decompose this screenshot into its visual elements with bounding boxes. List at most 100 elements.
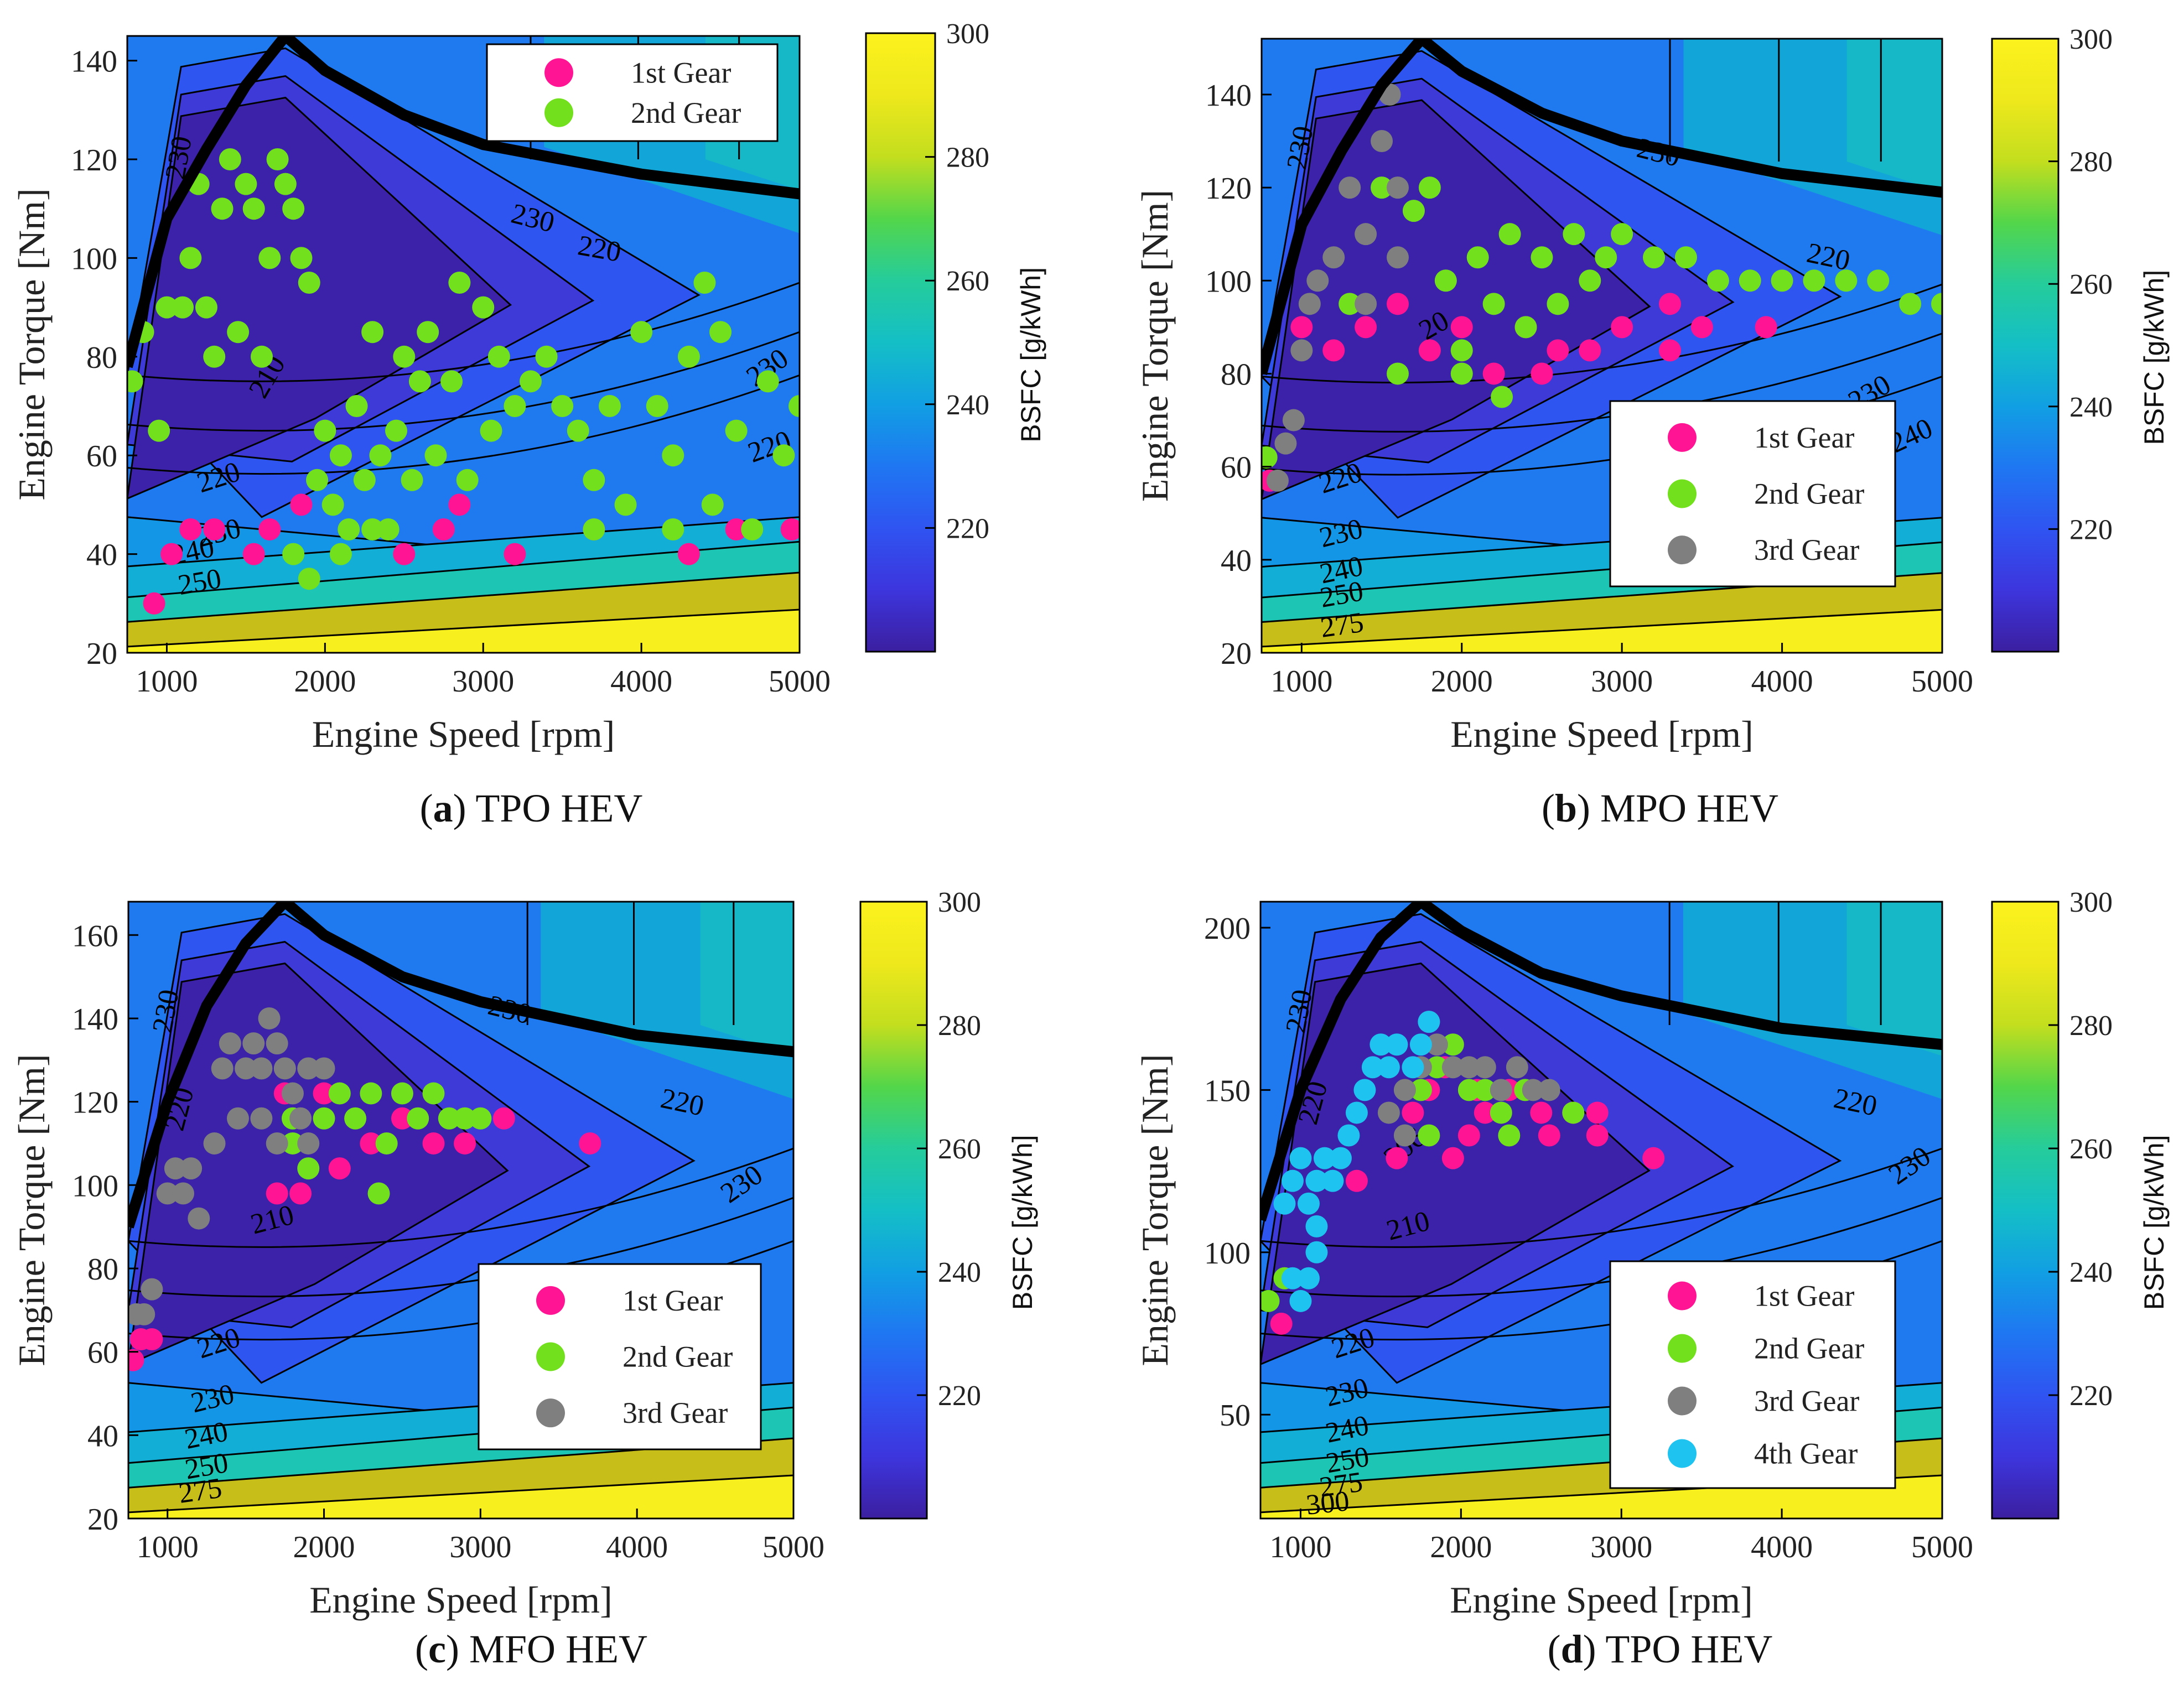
chart-b-point-gear2 bbox=[1803, 269, 1825, 292]
chart-c-plot-frame bbox=[127, 901, 795, 1520]
chart-b-caption-text: MPO HEV bbox=[1600, 786, 1779, 830]
chart-a-point-gear2 bbox=[329, 444, 352, 467]
chart-b-point-gear3 bbox=[1339, 176, 1361, 199]
chart-a-point-gear2 bbox=[788, 395, 800, 417]
chart-a-point-gear2 bbox=[203, 345, 226, 368]
chart-d-point-gear4 bbox=[1418, 1011, 1440, 1033]
chart-c-point-gear1 bbox=[422, 1132, 445, 1155]
chart-a-point-gear2 bbox=[583, 469, 605, 491]
chart-a-point-gear2 bbox=[369, 444, 392, 467]
chart-d-legend-label-1: 1st Gear bbox=[1754, 1280, 1854, 1313]
chart-d-point-gear2 bbox=[1457, 1079, 1480, 1101]
chart-d-point-gear1 bbox=[1642, 1147, 1665, 1169]
chart-b-colorbar-tick-label: 300 bbox=[2069, 24, 2113, 55]
chart-c-colorbar bbox=[859, 901, 928, 1520]
chart-a-point-gear2 bbox=[321, 493, 344, 516]
chart-a-xtick-label: 1000 bbox=[136, 664, 198, 699]
chart-d-point-gear2 bbox=[1418, 1124, 1440, 1147]
chart-c-point-gear2 bbox=[438, 1107, 460, 1130]
chart-c-series-1 bbox=[128, 1082, 601, 1371]
chart-c-ytick-label: 120 bbox=[72, 1086, 118, 1120]
chart-c-colorbar-label: BSFC [g/kWh] bbox=[1007, 1135, 1038, 1310]
chart-d-point-gear3 bbox=[1490, 1079, 1512, 1101]
chart-d-legend-label-3: 3rd Gear bbox=[1754, 1385, 1859, 1418]
chart-b-ylabel: Engine Torque [Nm] bbox=[1134, 190, 1176, 502]
chart-a-point-gear2 bbox=[377, 518, 400, 540]
chart-b-colorbar-label: BSFC [g/kWh] bbox=[2139, 270, 2170, 445]
chart-a-ytick-label: 80 bbox=[86, 341, 117, 375]
chart-a-point-gear2 bbox=[345, 395, 368, 417]
chart-b-point-gear2 bbox=[1595, 246, 1617, 269]
chart-d-point-gear1 bbox=[1474, 1101, 1496, 1124]
chart-a-ytick-label: 40 bbox=[86, 538, 117, 573]
chart-c-point-gear1 bbox=[360, 1132, 382, 1155]
chart-b-xlabel: Engine Speed [rpm] bbox=[1450, 713, 1754, 755]
chart-b-point-gear2 bbox=[1531, 246, 1553, 269]
chart-c-ytick-label: 20 bbox=[87, 1502, 118, 1537]
chart-b-point-gear3 bbox=[1274, 432, 1297, 455]
chart-d-legend-marker-1 bbox=[1668, 1281, 1697, 1311]
chart-b-point-gear2 bbox=[1339, 293, 1361, 315]
chart-a-point-gear2 bbox=[393, 345, 416, 368]
chart-d-point-gear2 bbox=[1498, 1124, 1521, 1147]
chart-a-xtick-label: 4000 bbox=[610, 664, 672, 699]
chart-b-point-gear3 bbox=[1298, 293, 1321, 315]
chart-d-point-gear1 bbox=[1270, 1312, 1293, 1335]
chart-d-xlabel: Engine Speed [rpm] bbox=[1450, 1579, 1753, 1621]
chart-a-series-2 bbox=[127, 148, 800, 590]
chart-c-point-gear3 bbox=[164, 1157, 186, 1180]
chart-c-point-gear1 bbox=[128, 1349, 144, 1371]
chart-a-point-gear2 bbox=[361, 518, 384, 540]
chart-b-bsfc-band-300 bbox=[1262, 609, 1942, 653]
chart-panel-b: 230 230 20 220 230 240 220 230 240 250 275 1000 2000… bbox=[1123, 0, 2184, 841]
chart-a-point-gear2 bbox=[219, 148, 241, 170]
chart-a-point-gear2 bbox=[408, 370, 431, 393]
chart-d-xtick-label: 5000 bbox=[1911, 1530, 1973, 1564]
chart-b-point-gear1 bbox=[1579, 339, 1601, 362]
chart-d-point-gear1 bbox=[1586, 1101, 1609, 1124]
chart-d-point-gear4 bbox=[1329, 1147, 1352, 1169]
chart-a-point-gear2 bbox=[235, 173, 257, 195]
chart-d-point-gear3 bbox=[1506, 1056, 1528, 1079]
chart-c-xlabel: Engine Speed [rpm] bbox=[309, 1579, 613, 1621]
chart-c-point-gear3 bbox=[258, 1007, 281, 1029]
chart-a-ylabel: Engine Torque [Nm] bbox=[11, 188, 53, 500]
chart-b-point-gear2 bbox=[1387, 362, 1409, 385]
chart-c-point-gear2 bbox=[367, 1182, 390, 1205]
chart-c-colorbar-tick-label: 240 bbox=[938, 1257, 981, 1288]
chart-c-xtick-label: 4000 bbox=[606, 1530, 668, 1564]
chart-a-legend-marker-2 bbox=[544, 98, 573, 127]
chart-b-point-gear2 bbox=[1434, 269, 1457, 292]
chart-c-legend-box bbox=[478, 1263, 762, 1450]
chart-c-contour-line-0 bbox=[128, 1147, 793, 1248]
chart-c-xtick-label: 5000 bbox=[762, 1530, 824, 1564]
chart-d-point-gear1 bbox=[1345, 1169, 1368, 1192]
chart-c-point-gear2 bbox=[407, 1107, 429, 1130]
chart-c-bsfc-band-300 bbox=[128, 1474, 793, 1519]
chart-b-ytick-label: 80 bbox=[1221, 357, 1252, 392]
chart-b-legend-label-3: 3rd Gear bbox=[1754, 533, 1859, 566]
chart-b-bsfc-region-245 bbox=[1846, 39, 1942, 193]
chart-a-point-gear2 bbox=[172, 296, 194, 319]
chart-b-plot-frame bbox=[1260, 38, 1943, 654]
chart-d-point-gear2 bbox=[1562, 1101, 1585, 1124]
chart-d-max-torque-curve bbox=[1260, 902, 1942, 1222]
chart-c-colorbar-tick-label: 260 bbox=[938, 1133, 981, 1165]
chart-c-point-gear3 bbox=[188, 1207, 210, 1230]
chart-a-point-gear1 bbox=[432, 518, 455, 540]
chart-c-point-gear3 bbox=[180, 1157, 203, 1180]
chart-d-ylabel: Engine Torque [Nm] bbox=[1134, 1054, 1176, 1366]
chart-a-plot-frame bbox=[126, 35, 801, 654]
chart-d-point-gear2 bbox=[1490, 1101, 1512, 1124]
chart-a-point-gear1 bbox=[242, 543, 265, 565]
chart-a-point-gear2 bbox=[662, 444, 684, 467]
chart-d-point-gear1 bbox=[1441, 1147, 1464, 1169]
chart-b-point-gear2 bbox=[1450, 362, 1473, 385]
chart-b-point-gear3 bbox=[1387, 176, 1409, 199]
chart-c-ytick-label: 60 bbox=[87, 1336, 118, 1370]
chart-panel-c: 230 220 210 230 220 230 220 230 240 250 275 1000 200… bbox=[0, 852, 1090, 1690]
chart-c-ylabel: Engine Torque [Nm] bbox=[11, 1054, 53, 1366]
chart-b-xtick-label: 4000 bbox=[1751, 664, 1813, 699]
chart-c-xtick-label: 2000 bbox=[293, 1530, 355, 1564]
